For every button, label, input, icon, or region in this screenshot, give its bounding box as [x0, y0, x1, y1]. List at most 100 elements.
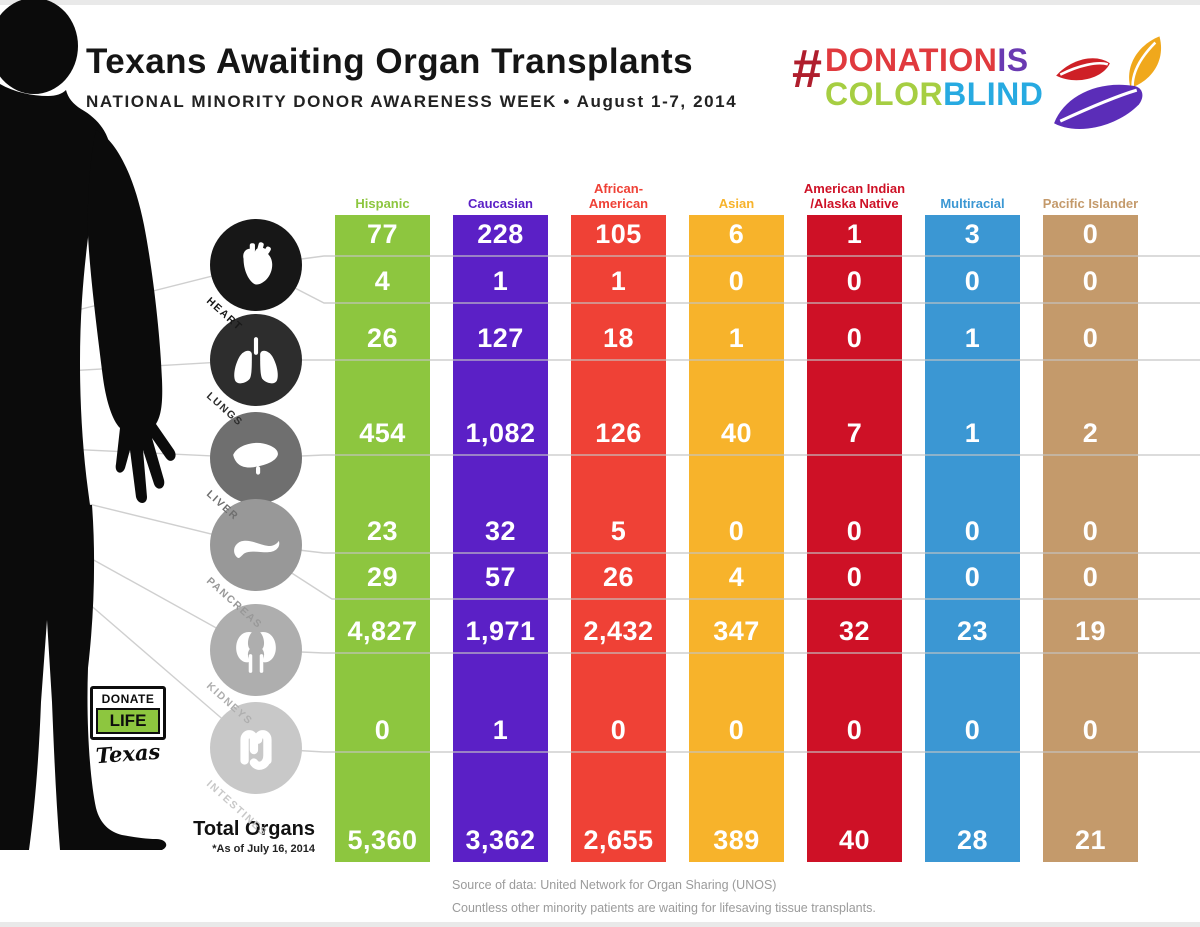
page-subtitle: NATIONAL MINORITY DONOR AWARENESS WEEK •… — [86, 92, 738, 111]
table-cell: 0 — [374, 715, 391, 745]
table-cell: 18 — [602, 323, 635, 353]
table-cell: 1,971 — [465, 616, 536, 646]
hashtag-word-color: COLOR — [825, 75, 944, 112]
table-cell: 0 — [1082, 516, 1099, 546]
table-cell: 23 — [956, 616, 989, 646]
lungs-icon — [210, 314, 302, 406]
table-cell: 32 — [838, 616, 871, 646]
table-cell: 0 — [1082, 715, 1099, 745]
ethnicity-column: 3 0 1 1 0 0 23 0 28 — [925, 215, 1020, 862]
table-cell: 1 — [728, 323, 745, 353]
table-cell: 1 — [964, 418, 981, 448]
table-cell: 23 — [366, 516, 399, 546]
total-organs-label: Total Organs *As of July 16, 2014 — [150, 818, 315, 855]
silhouette-head — [0, 0, 78, 94]
table-cell: 0 — [846, 715, 863, 745]
table-cell: 0 — [964, 516, 981, 546]
table-cell: 0 — [1082, 219, 1099, 249]
hashtag-line-1: DONATIONIS — [825, 42, 1043, 78]
table-cell: 0 — [964, 266, 981, 296]
total-organs-footnote: *As of July 16, 2014 — [212, 843, 315, 855]
table-cell: 40 — [838, 825, 871, 855]
footer-note: Countless other minority patients are wa… — [452, 900, 876, 915]
table-cell: 0 — [964, 715, 981, 745]
table-cell: 1 — [846, 219, 863, 249]
table-cell: 0 — [728, 266, 745, 296]
table-cell: 1 — [492, 266, 509, 296]
column-header: African- American — [588, 181, 649, 212]
ethnicity-column: 6 0 1 40 0 4 347 0 389 — [689, 215, 784, 862]
table-cell: 19 — [1074, 616, 1107, 646]
intestines-icon — [210, 702, 302, 794]
total-organs-title: Total Organs — [193, 818, 315, 840]
table-cell: 3 — [964, 219, 981, 249]
table-cell: 228 — [477, 219, 524, 249]
hashtag-word-blind: BLIND — [943, 75, 1044, 112]
ethnicity-column: 1 0 0 7 0 0 32 0 40 — [807, 215, 902, 862]
table-cell: 7 — [846, 418, 863, 448]
page-title: Texans Awaiting Organ Transplants — [86, 42, 694, 81]
table-cell: 105 — [595, 219, 642, 249]
hashtag-logo: # DONATIONIS COLORBLIND — [792, 42, 1044, 112]
column-header: Multiracial — [940, 196, 1005, 212]
table-cell: 2,432 — [583, 616, 654, 646]
ethnicity-column: 0 0 0 2 0 0 19 0 21 — [1043, 215, 1138, 862]
donate-life-line2: LIFE — [96, 708, 160, 734]
table-cell: 0 — [610, 715, 627, 745]
heart-icon — [210, 219, 302, 311]
table-cell: 40 — [720, 418, 753, 448]
table-cell: 454 — [359, 418, 406, 448]
bottom-edge — [0, 922, 1200, 927]
column-header: Caucasian — [467, 196, 534, 212]
footer: Source of data: United Network for Organ… — [452, 874, 876, 919]
table-cell: 1 — [610, 266, 627, 296]
table-cell: 0 — [964, 562, 981, 592]
leaf-red — [1056, 58, 1110, 81]
column-header: American Indian /Alaska Native — [803, 181, 906, 212]
top-edge — [0, 0, 1200, 5]
hashtag-word-is: IS — [997, 42, 1029, 78]
table-cell: 28 — [956, 825, 989, 855]
table-cell: 0 — [1082, 266, 1099, 296]
ethnicity-column: 228 1 127 1,082 32 57 1,971 1 3,362 — [453, 215, 548, 862]
table-cell: 0 — [1082, 562, 1099, 592]
table-cell: 4,827 — [347, 616, 418, 646]
table-cell: 0 — [1082, 323, 1099, 353]
leaf-gold-vein — [1131, 41, 1157, 87]
table-cell: 57 — [484, 562, 517, 592]
table-cell: 126 — [595, 418, 642, 448]
table-cell: 0 — [846, 516, 863, 546]
donate-life-box: DONATE LIFE — [90, 686, 166, 740]
column-header: Asian — [718, 196, 755, 212]
table-cell: 0 — [846, 323, 863, 353]
table-cell: 3,362 — [465, 825, 536, 855]
table-cell: 1,082 — [465, 418, 536, 448]
table-cell: 2 — [1082, 418, 1099, 448]
donate-life-texas-logo: DONATE LIFE Texas — [90, 686, 166, 769]
table-cell: 26 — [602, 562, 635, 592]
table-cell: 2,655 — [583, 825, 654, 855]
leaf-gold — [1129, 36, 1162, 89]
table-cell: 29 — [366, 562, 399, 592]
table-cell: 32 — [484, 516, 517, 546]
leaf-purple-vein — [1059, 88, 1138, 123]
liver-icon — [210, 412, 302, 504]
donate-life-line3: Texas — [94, 738, 162, 769]
table-cell: 127 — [477, 323, 524, 353]
footer-source: Source of data: United Network for Organ… — [452, 878, 777, 892]
table-cell: 5 — [610, 516, 627, 546]
table-cell: 77 — [366, 219, 399, 249]
donate-life-line1: DONATE — [101, 692, 155, 706]
table-cell: 4 — [374, 266, 391, 296]
table-cell: 0 — [728, 715, 745, 745]
ethnicity-column: 77 4 26 454 23 29 4,827 0 5,360 — [335, 215, 430, 862]
table-cell: 1 — [492, 715, 509, 745]
title-block: Texans Awaiting Organ Transplants NATION… — [86, 42, 766, 112]
table-cell: 0 — [728, 516, 745, 546]
table-cell: 21 — [1074, 825, 1107, 855]
leaf-logo — [1054, 36, 1162, 129]
hashtag-line-2: COLORBLIND — [825, 75, 1044, 112]
table-cell: 389 — [713, 825, 760, 855]
table-cell: 5,360 — [347, 825, 418, 855]
table-cell: 0 — [846, 562, 863, 592]
